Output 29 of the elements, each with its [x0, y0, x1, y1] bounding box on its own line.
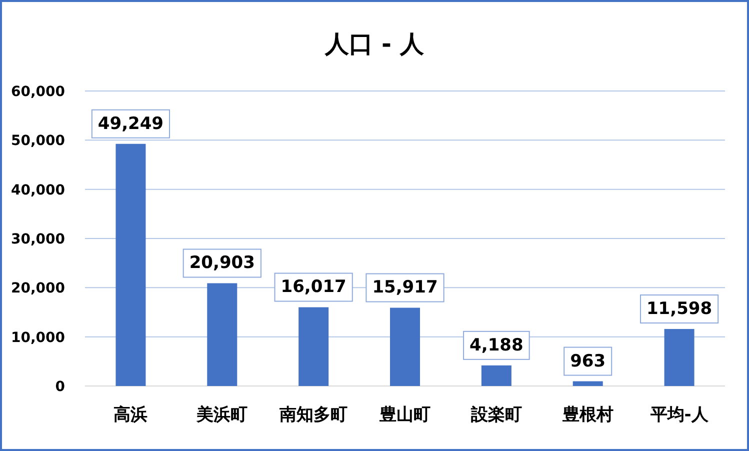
x-tick-label: 豊根村 [561, 405, 614, 425]
data-label: 11,598 [646, 298, 712, 319]
bar [572, 381, 603, 386]
bar [481, 365, 512, 386]
x-tick-label: 美浜町 [196, 405, 248, 425]
data-label: 49,249 [98, 114, 164, 134]
data-label: 963 [570, 351, 606, 372]
bar [390, 308, 420, 386]
bar [664, 328, 694, 386]
chart-title: 人口 - 人 [324, 30, 425, 58]
data-label: 15,917 [372, 278, 438, 298]
x-tick-label: 高浜 [114, 405, 148, 425]
bar [298, 307, 329, 386]
y-tick-label: 60,000 [10, 84, 66, 100]
y-tick-label: 0 [55, 379, 66, 395]
x-tick-label: 南知多町 [278, 405, 348, 425]
data-label: 16,017 [280, 277, 346, 298]
y-tick-label: 40,000 [10, 182, 66, 198]
y-tick-label: 50,000 [10, 133, 66, 150]
bar [116, 144, 146, 386]
y-tick-label: 30,000 [10, 232, 66, 248]
bar [207, 283, 238, 386]
y-tick-label: 20,000 [10, 280, 66, 297]
x-tick-label: 設楽町 [470, 405, 522, 425]
x-tick-label: 平均-人 [649, 405, 710, 425]
data-label: 20,903 [189, 253, 255, 274]
data-label: 4,188 [470, 335, 524, 356]
y-tick-label: 10,000 [10, 330, 66, 346]
x-tick-label: 豊山町 [378, 405, 430, 425]
